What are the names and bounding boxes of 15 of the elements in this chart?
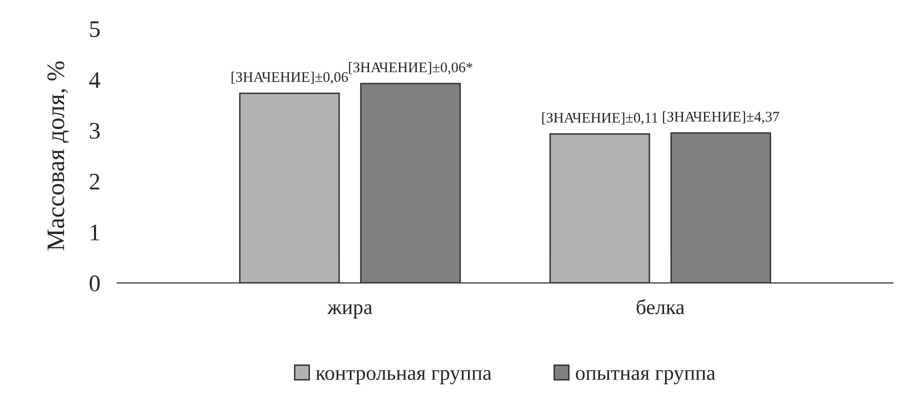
annotation: [ЗНАЧЕНИЕ]±4,37	[662, 111, 780, 124]
y-tick-label: 0	[90, 275, 100, 292]
y-tick-label: 1	[90, 224, 100, 240]
annotation: [ЗНАЧЕНИЕ]±0,11	[542, 112, 658, 125]
y-tick-label: 3	[90, 122, 100, 139]
legend-label: опытная группа	[576, 370, 716, 384]
x-tick-label: белка	[636, 299, 684, 314]
y-tick-label: 2	[90, 174, 100, 190]
x-tick-label: жира	[327, 304, 372, 318]
annotation: [ЗНАЧЕНИЕ]±0,06*	[349, 62, 472, 74]
y-axis-title: Массовая доля, %	[47, 61, 69, 250]
y-tick-label: 4	[89, 72, 100, 88]
y-tick-label: 5	[90, 21, 100, 38]
legend-label: контрольная группа	[316, 370, 492, 384]
annotation: [ЗНАЧЕНИЕ]±0,06	[232, 72, 348, 84]
